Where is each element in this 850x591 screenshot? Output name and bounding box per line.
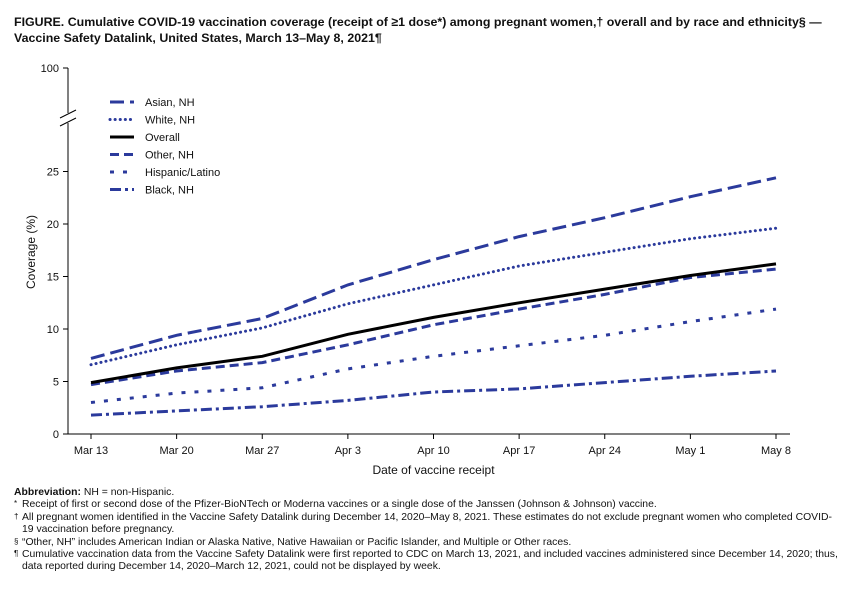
series-line-hispanic-latino <box>90 307 777 404</box>
footnote-3-text: “Other, NH” includes American Indian or … <box>22 536 572 548</box>
y-tick-label: 5 <box>53 377 59 389</box>
footnote-4: ¶ Cumulative vaccination data from the V… <box>14 549 840 574</box>
y-tick-label: 25 <box>47 167 59 179</box>
footnotes: Abbreviation: NH = non-Hispanic. * Recei… <box>14 487 840 574</box>
legend-label: Asian, NH <box>145 97 195 109</box>
footnote-4-text: Cumulative vaccination data from the Vac… <box>22 549 838 573</box>
legend-label: Black, NH <box>145 185 194 197</box>
footnote-2: † All pregnant women identified in the V… <box>14 512 840 537</box>
x-tick-label: Apr 3 <box>335 445 361 457</box>
line-chart: 0 5 10 15 20 25 100 Mar 13 Mar 20 Mar 27 Apr 3 Apr … <box>24 63 791 477</box>
y-tick-label: 10 <box>47 324 59 336</box>
x-tick-label: Mar 20 <box>160 445 194 457</box>
series-line-overall <box>90 262 777 385</box>
x-tick-label: Apr 10 <box>417 445 449 457</box>
legend-label: Overall <box>145 132 180 144</box>
figure-title-line1: FIGURE. Cumulative COVID-19 vaccination … <box>14 15 822 29</box>
series-line-white-nh <box>89 226 778 367</box>
footnote-2-symbol: † <box>14 511 19 521</box>
series-line-other-nh <box>90 267 777 387</box>
y-tick-label: 100 <box>41 63 59 75</box>
footnote-1-symbol: * <box>14 499 18 509</box>
legend-label: White, NH <box>145 115 195 127</box>
footnote-3-symbol: § <box>14 536 19 546</box>
footnote-3: § “Other, NH” includes American Indian o… <box>14 537 840 549</box>
axis-break-mark <box>59 117 77 127</box>
y-tick-label: 0 <box>53 429 59 441</box>
axis-break-mark <box>59 109 77 119</box>
legend-label: Other, NH <box>145 150 194 162</box>
x-tick-label: May 1 <box>675 445 705 457</box>
x-tick-label: Apr 24 <box>589 445 621 457</box>
figure-title: FIGURE. Cumulative COVID-19 vaccination … <box>14 14 834 46</box>
series-line-asian-nh <box>90 176 777 360</box>
y-tick-label: 15 <box>47 272 59 284</box>
figure-title-line2: Vaccine Safety Datalink, United States, … <box>14 31 382 45</box>
x-tick-label: Mar 13 <box>74 445 108 457</box>
legend-label: Hispanic/Latino <box>145 167 220 179</box>
x-tick-label: Mar 27 <box>245 445 279 457</box>
series-line-black-nh <box>90 369 777 417</box>
abbreviation-note: Abbreviation: NH = non-Hispanic. <box>14 487 840 499</box>
footnote-4-symbol: ¶ <box>14 549 19 559</box>
y-axis-label: Coverage (%) <box>24 215 38 289</box>
footnote-2-text: All pregnant women identified in the Vac… <box>22 511 832 536</box>
x-axis-label: Date of vaccine receipt <box>372 463 495 477</box>
x-tick-label: May 8 <box>761 445 791 457</box>
x-tick-label: Apr 17 <box>503 445 535 457</box>
abbreviation-text: NH = non-Hispanic. <box>83 487 175 498</box>
footnote-1-text: Receipt of first or second dose of the P… <box>22 499 657 511</box>
abbreviation-label: Abbreviation: <box>14 487 81 498</box>
footnote-1: * Receipt of first or second dose of the… <box>14 499 840 511</box>
y-tick-label: 20 <box>47 219 59 231</box>
